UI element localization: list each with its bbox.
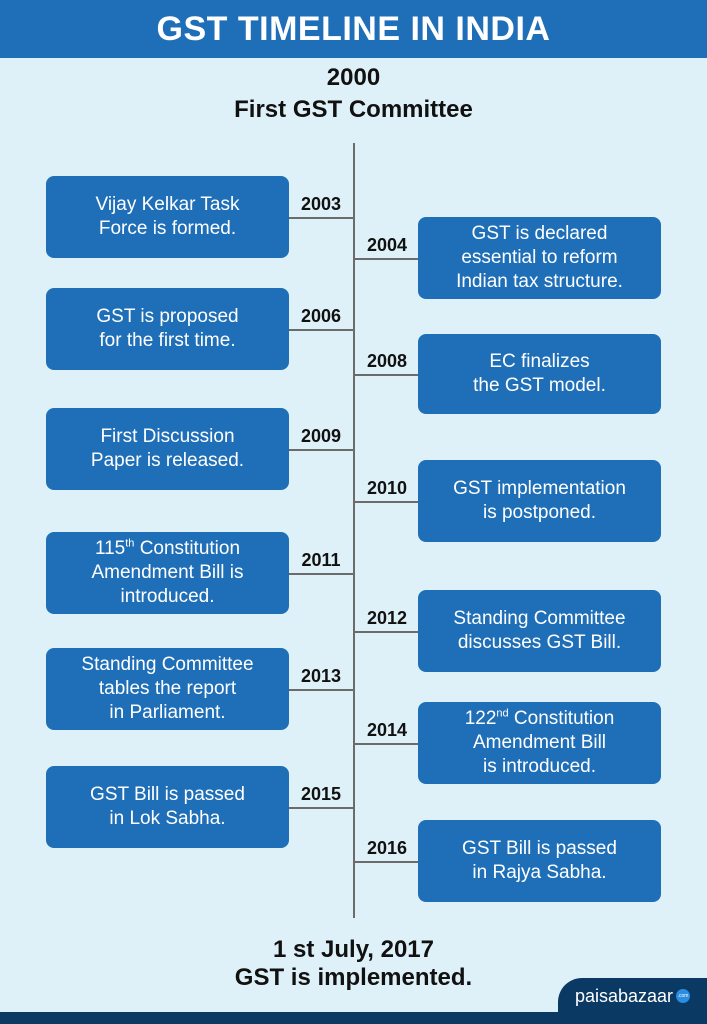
- event-line: tables the report: [98, 678, 237, 699]
- event-year-2015: 2015: [300, 784, 342, 804]
- event-box-2012: Standing Committee discusses GST Bill.: [418, 590, 661, 672]
- footer-bar: [0, 1012, 707, 1024]
- event-line: Indian tax structure.: [456, 271, 623, 292]
- event-line: essential to reform: [461, 247, 618, 268]
- event-box-2014: 122nd Constitution Amendment Bill is intro…: [418, 702, 661, 784]
- event-box-2011: 115th Constitution Amendment Bill is intro…: [46, 532, 289, 614]
- event-line: EC finalizes: [489, 351, 590, 372]
- event-line: GST Bill is passed: [462, 838, 617, 859]
- event-year-2004: 2004: [366, 235, 408, 255]
- event-box-2013: Standing Committee tables the report in Pa…: [46, 648, 289, 730]
- connector-2003: [289, 217, 354, 219]
- event-year-2014: 2014: [366, 720, 408, 740]
- event-box-2004: GST is declared essential to reform Indian…: [418, 217, 661, 299]
- start-milestone: 2000 First GST Committee: [0, 62, 707, 126]
- start-year: 2000: [326, 64, 381, 91]
- event-line: Force is formed.: [98, 218, 237, 239]
- connector-2011: [289, 573, 354, 575]
- event-year-2016: 2016: [366, 838, 408, 858]
- connector-2012: [355, 631, 418, 633]
- connector-2010: [355, 501, 418, 503]
- timeline-axis: [353, 143, 355, 918]
- brand-badge: .com: [676, 989, 691, 1003]
- start-label: First GST Committee: [234, 96, 473, 123]
- event-box-2015: GST Bill is passed in Lok Sabha.: [46, 766, 289, 848]
- event-box-2016: GST Bill is passed in Rajya Sabha.: [418, 820, 661, 902]
- event-line: for the first time.: [99, 330, 236, 351]
- event-line: 122nd Constitution: [464, 707, 615, 729]
- brand-name: paisabazaar: [574, 985, 674, 1006]
- event-year-2008: 2008: [366, 351, 408, 371]
- event-line: the GST model.: [473, 375, 606, 396]
- event-box-2006: GST is proposed for the first time.: [46, 288, 289, 370]
- event-line: discusses GST Bill.: [457, 632, 622, 653]
- event-line: GST implementation: [453, 478, 626, 499]
- end-label: GST is implemented.: [234, 964, 473, 991]
- connector-2004: [355, 258, 418, 260]
- event-line: in Lok Sabha.: [109, 808, 226, 829]
- event-line: Amendment Bill is: [91, 562, 244, 583]
- event-year-2012: 2012: [366, 608, 408, 628]
- event-line: Vijay Kelkar Task: [95, 194, 240, 215]
- page-title: GST TIMELINE IN INDIA: [156, 9, 551, 48]
- event-line: GST is proposed: [96, 306, 239, 327]
- event-box-2008: EC finalizes the GST model.: [418, 334, 661, 414]
- event-line: is postponed.: [482, 502, 597, 523]
- connector-2014: [355, 743, 418, 745]
- event-line: is introduced.: [482, 756, 596, 777]
- connector-2016: [355, 861, 418, 863]
- event-year-2006: 2006: [300, 306, 342, 326]
- connector-2006: [289, 329, 354, 331]
- event-line: Amendment Bill: [472, 732, 607, 753]
- connector-2009: [289, 449, 354, 451]
- event-box-2003: Vijay Kelkar Task Force is formed.: [46, 176, 289, 258]
- event-line: introduced.: [120, 586, 215, 607]
- end-milestone: 1 st July, 2017 GST is implemented.: [0, 936, 707, 992]
- event-line: Paper is released.: [90, 450, 245, 471]
- event-line: GST Bill is passed: [90, 784, 245, 805]
- event-line: in Rajya Sabha.: [472, 862, 607, 883]
- event-year-2009: 2009: [300, 426, 342, 446]
- event-line: Standing Committee: [453, 608, 626, 629]
- event-box-2010: GST implementation is postponed.: [418, 460, 661, 542]
- connector-2015: [289, 807, 354, 809]
- event-year-2003: 2003: [300, 194, 342, 214]
- event-year-2010: 2010: [366, 478, 408, 498]
- event-line: First Discussion: [100, 426, 235, 447]
- connector-2013: [289, 689, 354, 691]
- event-box-2009: First Discussion Paper is released.: [46, 408, 289, 490]
- event-line: in Parliament.: [109, 702, 226, 723]
- event-year-2013: 2013: [300, 666, 342, 686]
- title-banner: GST TIMELINE IN INDIA: [0, 0, 707, 58]
- event-line: Standing Committee: [81, 654, 254, 675]
- event-line: GST is declared: [471, 223, 608, 244]
- end-date: 1 st July, 2017: [273, 936, 434, 963]
- event-year-2011: 2011: [301, 550, 341, 570]
- connector-2008: [355, 374, 418, 376]
- brand-logo: paisabazaar .com: [558, 978, 707, 1014]
- event-line: 115th Constitution: [94, 537, 241, 559]
